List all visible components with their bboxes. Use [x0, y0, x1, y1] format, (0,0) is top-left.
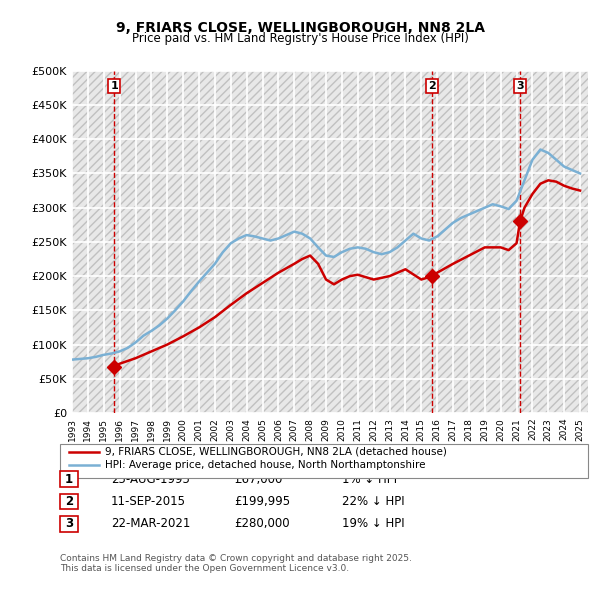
Text: 3: 3 — [516, 81, 524, 91]
Text: 1% ↓ HPI: 1% ↓ HPI — [342, 473, 397, 486]
Text: 1: 1 — [65, 473, 73, 486]
Text: 3: 3 — [65, 517, 73, 530]
Text: 22-MAR-2021: 22-MAR-2021 — [111, 517, 190, 530]
Text: £67,000: £67,000 — [234, 473, 283, 486]
Text: 25-AUG-1995: 25-AUG-1995 — [111, 473, 190, 486]
Bar — [72, 71, 588, 413]
Text: Price paid vs. HM Land Registry's House Price Index (HPI): Price paid vs. HM Land Registry's House … — [131, 32, 469, 45]
Text: 19% ↓ HPI: 19% ↓ HPI — [342, 517, 404, 530]
Text: 2: 2 — [65, 495, 73, 508]
Text: 1: 1 — [110, 81, 118, 91]
Text: 22% ↓ HPI: 22% ↓ HPI — [342, 495, 404, 508]
Text: Contains HM Land Registry data © Crown copyright and database right 2025.
This d: Contains HM Land Registry data © Crown c… — [60, 554, 412, 573]
Text: £199,995: £199,995 — [234, 495, 290, 508]
Text: 2: 2 — [428, 81, 436, 91]
Text: 11-SEP-2015: 11-SEP-2015 — [111, 495, 186, 508]
Text: 9, FRIARS CLOSE, WELLINGBOROUGH, NN8 2LA: 9, FRIARS CLOSE, WELLINGBOROUGH, NN8 2LA — [115, 21, 485, 35]
Text: HPI: Average price, detached house, North Northamptonshire: HPI: Average price, detached house, Nort… — [105, 460, 425, 470]
Text: 9, FRIARS CLOSE, WELLINGBOROUGH, NN8 2LA (detached house): 9, FRIARS CLOSE, WELLINGBOROUGH, NN8 2LA… — [105, 447, 447, 457]
Text: £280,000: £280,000 — [234, 517, 290, 530]
